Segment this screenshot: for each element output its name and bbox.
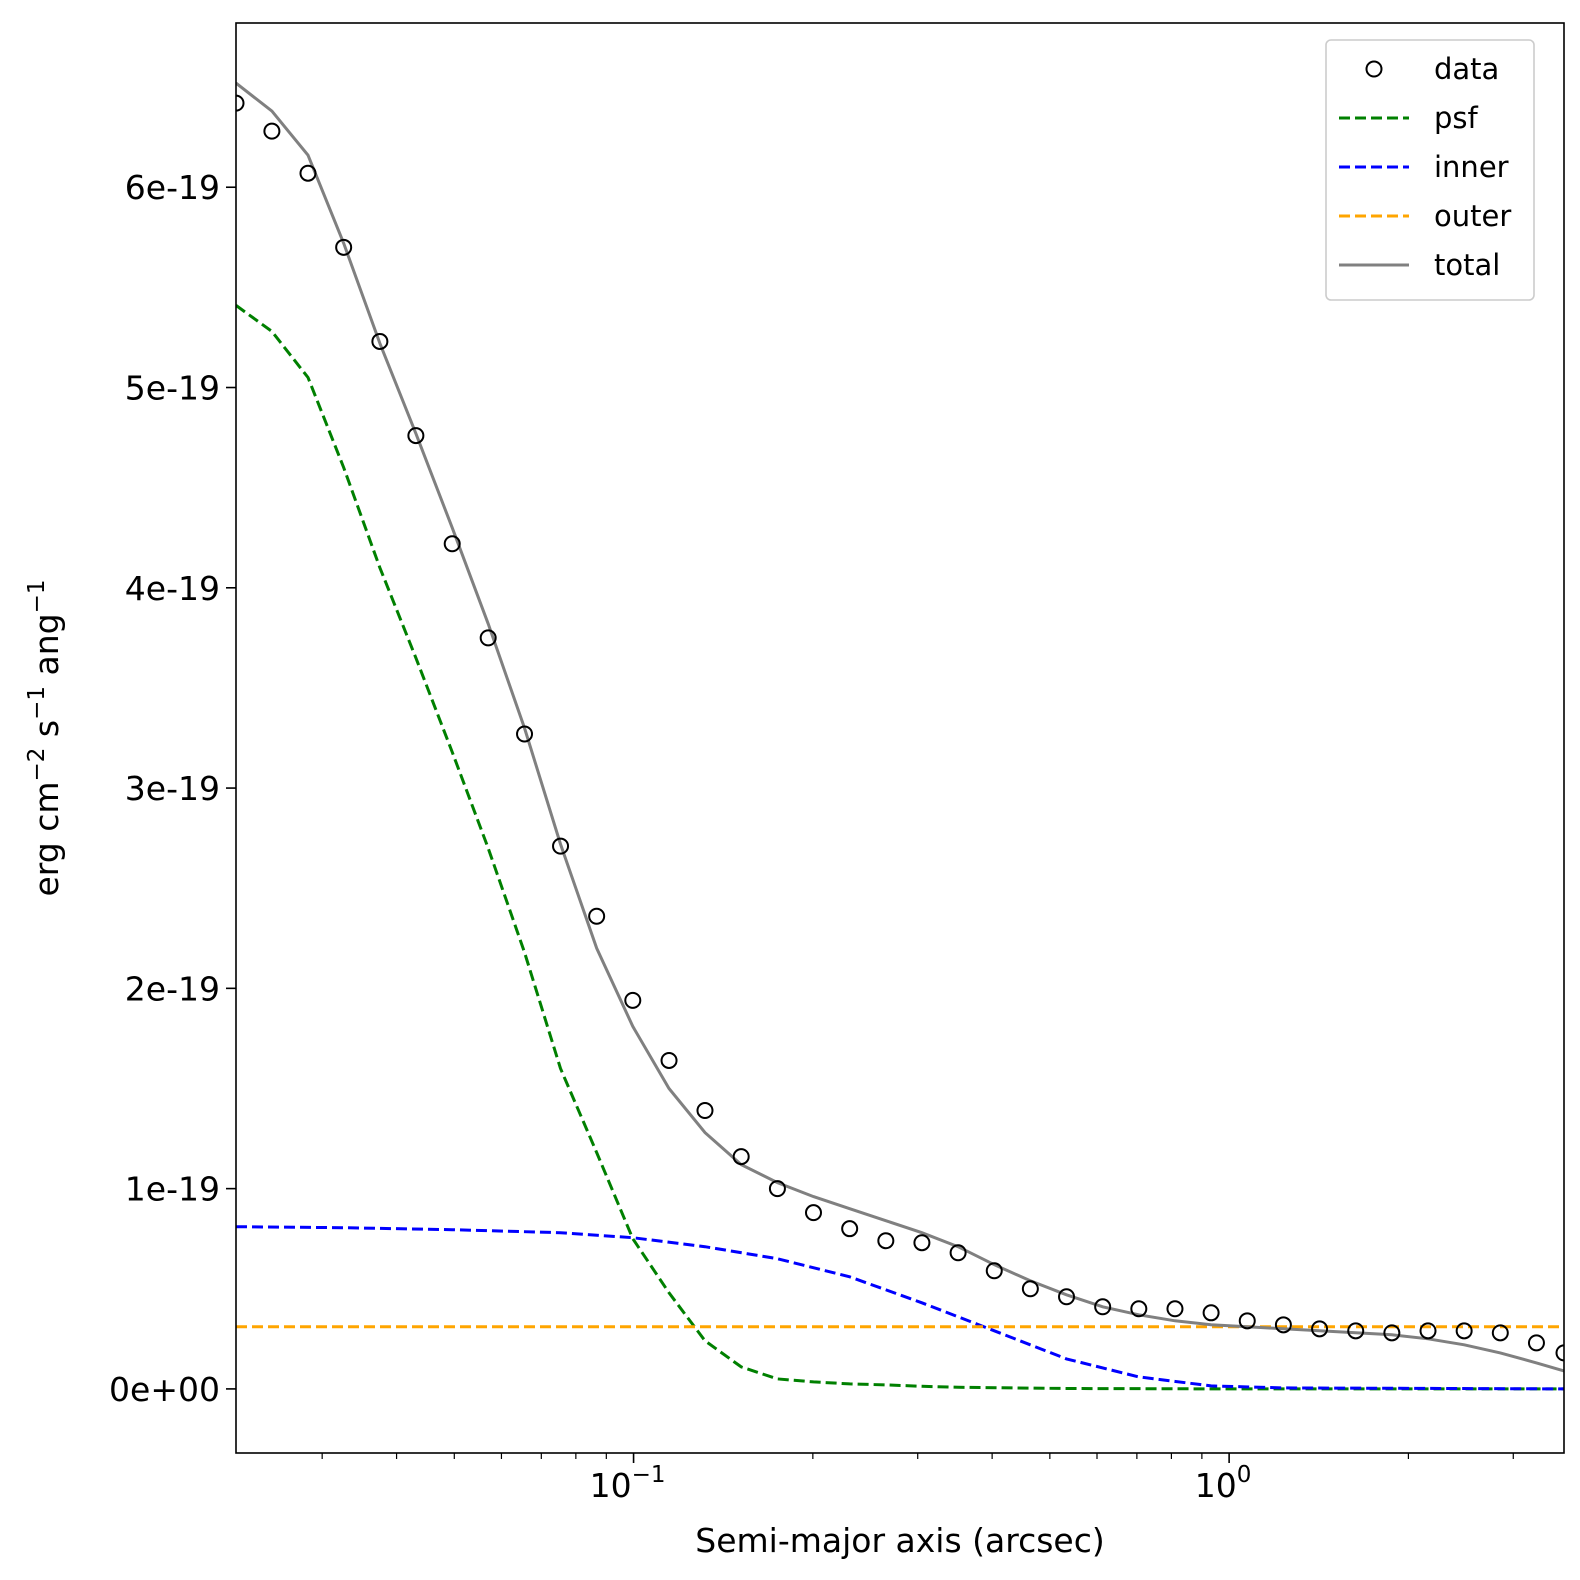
data-point [1491, 1324, 1509, 1342]
data-point [407, 427, 425, 445]
y-tick-label: 3e-19 [125, 769, 220, 808]
data-point [1383, 1324, 1401, 1342]
legend: data psf inner outer total [1325, 39, 1535, 301]
data-point [1555, 1344, 1564, 1362]
data-point [841, 1220, 859, 1238]
y-axis-label: erg cm−2 s−1 ang−1 [24, 579, 66, 896]
data-point [1130, 1300, 1148, 1318]
series-line-total [236, 81, 1564, 1373]
data-point [371, 332, 389, 350]
data-point [1274, 1316, 1292, 1334]
data-point [985, 1262, 1003, 1280]
y-tick-label: 5e-19 [125, 369, 220, 408]
data-point [299, 164, 317, 182]
data-point [913, 1234, 931, 1252]
legend-marker-data [1365, 60, 1383, 78]
legend-label-inner: inner [1434, 150, 1509, 184]
data-point [552, 837, 570, 855]
y-tick-label: 1e-19 [125, 1170, 220, 1209]
y-tick-label: 0e+00 [109, 1370, 220, 1409]
legend-label-data: data [1434, 52, 1499, 86]
data-point [236, 94, 245, 112]
series-layer [236, 81, 1564, 1391]
legend-label-total: total [1434, 248, 1500, 282]
data-point [949, 1244, 967, 1262]
data-point [804, 1204, 822, 1222]
legend-label-outer: outer [1434, 199, 1511, 233]
x-tick-base: 10 [1195, 1466, 1237, 1505]
data-point [1166, 1300, 1184, 1318]
data-point [624, 991, 642, 1009]
x-axis-label: Semi-major axis (arcsec) [695, 1521, 1104, 1560]
data-point [263, 122, 281, 140]
data-point [1419, 1322, 1437, 1340]
data-point [1347, 1322, 1365, 1340]
data-point [1202, 1304, 1220, 1322]
data-point [1058, 1288, 1076, 1306]
legend-box [1325, 39, 1535, 301]
x-tick-exponent: 0 [1237, 1462, 1252, 1488]
y-tick-label: 4e-19 [125, 569, 220, 608]
legend-label-psf: psf [1434, 101, 1479, 135]
data-point [1527, 1334, 1545, 1352]
x-tick-base: 10 [590, 1466, 632, 1505]
x-tick-label: 10−1 [590, 1462, 666, 1505]
data-point [335, 238, 353, 256]
data-point [443, 535, 461, 553]
plot-frame [235, 22, 1565, 1454]
y-tick-label: 6e-19 [125, 168, 220, 207]
data-point [696, 1102, 714, 1120]
y-tick-label: 2e-19 [125, 969, 220, 1008]
data-point [1021, 1280, 1039, 1298]
series-line-psf [236, 304, 1564, 1391]
data-point [1238, 1312, 1256, 1330]
x-tick-label: 100 [1195, 1462, 1252, 1505]
data-point [516, 725, 534, 743]
x-tick-exponent: −1 [632, 1462, 666, 1488]
data-point [588, 907, 606, 925]
data-point [1311, 1320, 1329, 1338]
data-point [732, 1148, 750, 1166]
data-point [768, 1180, 786, 1198]
data-point [660, 1051, 678, 1069]
data-point [1094, 1298, 1112, 1316]
series-line-inner [236, 1225, 1564, 1391]
data-point [1455, 1322, 1473, 1340]
data-point [479, 629, 497, 647]
data-point [877, 1232, 895, 1250]
